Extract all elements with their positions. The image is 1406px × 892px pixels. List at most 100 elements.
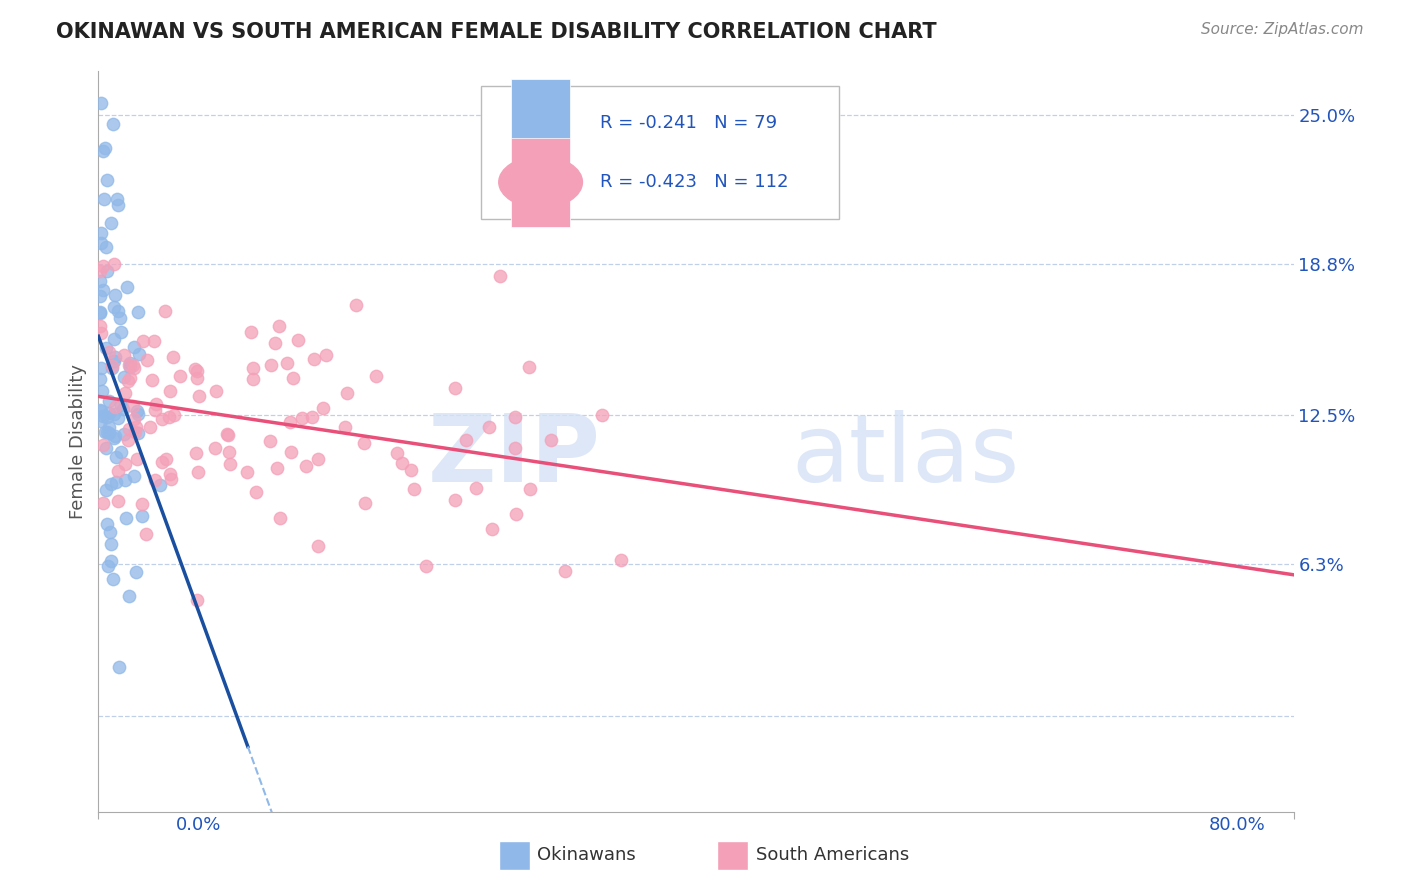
Point (143, 402, 166, 417)
Point (399, 463, 422, 477)
Point (94, 425, 117, 440)
Point (143, 474, 166, 488)
Point (103, 257, 125, 271)
Point (122, 469, 145, 483)
Point (91, 260, 114, 274)
Point (444, 381, 467, 395)
Point (269, 319, 291, 334)
Point (103, 431, 125, 445)
Point (91, 144, 114, 158)
Point (96, 409, 118, 424)
Point (186, 370, 208, 384)
Point (385, 446, 408, 460)
Point (245, 485, 267, 500)
Point (89, 304, 111, 318)
Point (90, 227, 112, 241)
Point (294, 458, 316, 473)
Point (127, 425, 149, 440)
Point (90, 95, 112, 110)
Point (131, 497, 153, 511)
Point (107, 303, 129, 318)
Point (489, 268, 512, 283)
Point (186, 465, 208, 479)
Point (105, 192, 128, 206)
Point (98, 525, 121, 540)
Point (107, 198, 129, 212)
Point (90, 326, 112, 341)
Point (145, 397, 167, 411)
Point (91, 438, 114, 452)
Circle shape (499, 156, 582, 208)
Point (136, 353, 159, 368)
Point (333, 420, 356, 434)
Point (236, 465, 259, 479)
Point (90, 414, 112, 428)
Point (503, 410, 526, 425)
Point (127, 304, 149, 318)
Point (120, 359, 142, 374)
Point (104, 475, 127, 489)
Point (98, 393, 121, 408)
Point (93, 192, 115, 206)
Point (97, 425, 120, 440)
Point (554, 565, 576, 579)
Point (276, 356, 298, 370)
Point (402, 482, 425, 496)
Point (118, 356, 141, 370)
Point (169, 368, 191, 383)
Point (127, 407, 149, 421)
Point (101, 117, 124, 131)
Point (93, 496, 115, 510)
Point (89, 274, 111, 288)
Point (103, 407, 125, 421)
Point (610, 552, 633, 566)
Point (117, 374, 139, 388)
Point (104, 450, 127, 464)
Point (217, 427, 239, 442)
Point (280, 444, 302, 458)
Text: Source: ZipAtlas.com: Source: ZipAtlas.com (1201, 22, 1364, 37)
Point (107, 465, 129, 479)
Point (187, 389, 209, 403)
Point (100, 216, 122, 230)
Point (121, 359, 143, 373)
Point (315, 348, 337, 362)
Point (112, 370, 135, 384)
Point (122, 340, 145, 354)
Point (132, 334, 155, 348)
Point (266, 460, 288, 475)
Point (219, 457, 242, 471)
Point (307, 452, 329, 467)
Point (353, 435, 375, 450)
Point (160, 472, 183, 486)
Point (505, 441, 527, 455)
Point (302, 351, 325, 366)
Text: OKINAWAN VS SOUTH AMERICAN FEMALE DISABILITY CORRELATION CHART: OKINAWAN VS SOUTH AMERICAN FEMALE DISABI… (56, 22, 936, 42)
Point (204, 441, 226, 455)
Point (100, 477, 122, 491)
Point (100, 537, 122, 551)
Point (110, 398, 132, 412)
Point (204, 384, 226, 398)
Point (259, 434, 281, 448)
Point (159, 384, 181, 398)
Point (131, 508, 153, 523)
Point (89, 372, 111, 386)
Point (218, 445, 240, 459)
Point (114, 473, 136, 487)
Text: ZIP: ZIP (427, 410, 600, 502)
Point (100, 359, 122, 373)
Point (278, 415, 301, 429)
Point (94, 441, 117, 455)
Point (89, 403, 111, 417)
Point (94, 240, 117, 254)
Point (115, 511, 138, 525)
Point (184, 362, 207, 376)
Point (456, 434, 478, 448)
Point (142, 334, 165, 348)
Point (217, 428, 239, 442)
Point (540, 433, 562, 447)
Point (141, 373, 163, 387)
Text: South Americans: South Americans (756, 847, 910, 864)
Point (125, 419, 148, 434)
